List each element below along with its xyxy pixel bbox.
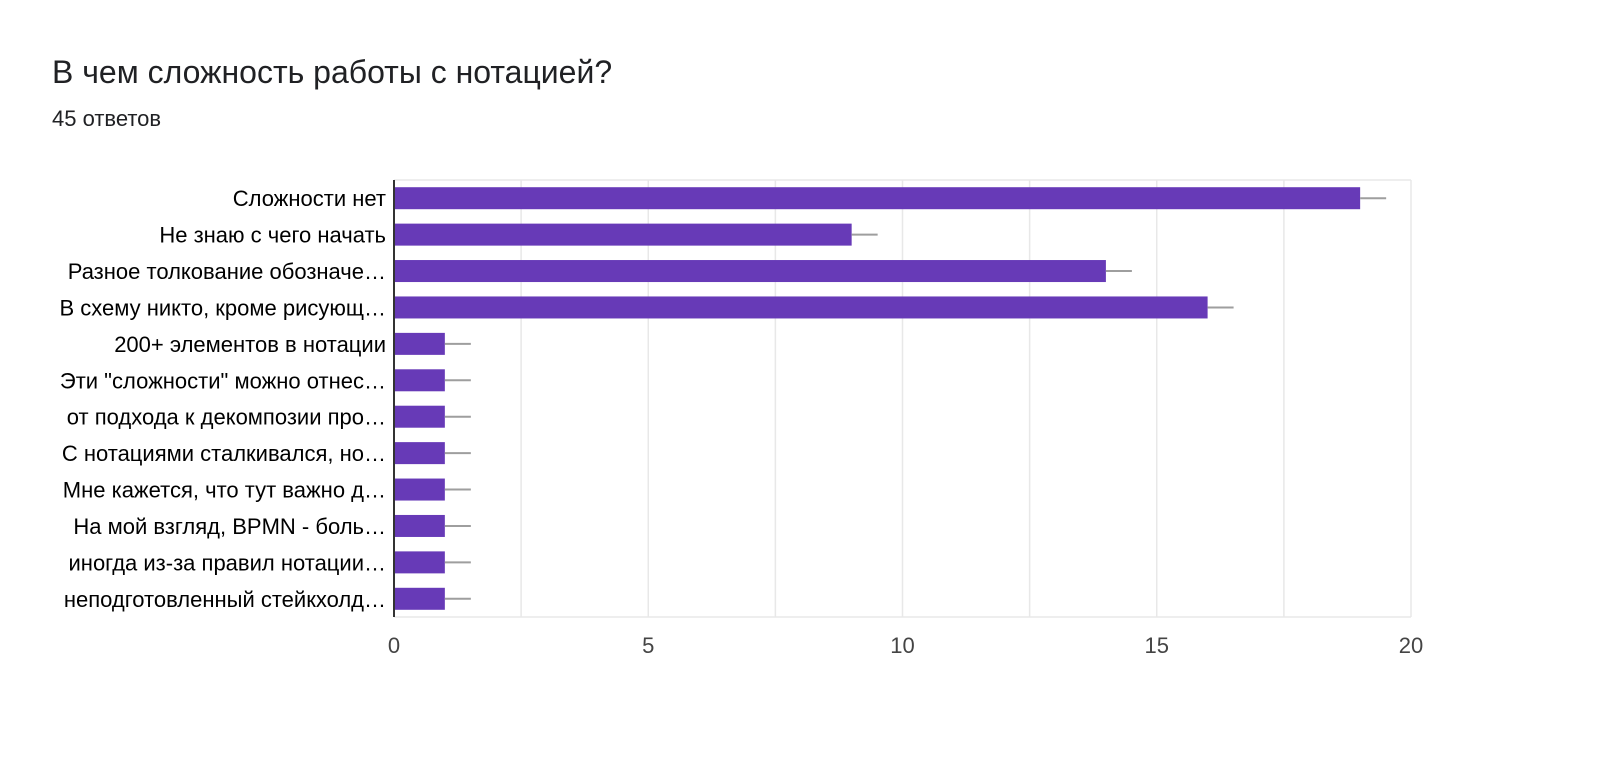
bar — [394, 296, 1208, 319]
bar — [394, 260, 1106, 283]
category-label: неподготовленный стейкхолд… — [64, 587, 386, 612]
category-label: Разное толкование обозначе… — [68, 259, 386, 284]
bar — [394, 369, 445, 392]
category-label: от подхода к декомпозии про… — [67, 405, 386, 430]
bar — [394, 478, 445, 501]
category-label: Эти "сложности" можно отнес… — [60, 368, 386, 393]
bar — [394, 587, 445, 610]
x-tick-label: 20 — [1399, 633, 1423, 658]
chart-title: В чем сложность работы с нотацией? — [52, 54, 613, 90]
x-tick-labels: 0 5 10 15 20 — [388, 633, 1423, 658]
category-label: На мой взгляд, BPMN - боль… — [73, 514, 386, 539]
bar — [394, 405, 445, 428]
x-tick-label: 0 — [388, 633, 400, 658]
bar — [394, 442, 445, 465]
category-label: Сложности нет — [233, 186, 386, 211]
category-label: С нотациями сталкивался, но… — [62, 441, 386, 466]
bar — [394, 332, 445, 355]
category-label: Мне кажется, что тут важно д… — [63, 478, 386, 503]
bar — [394, 514, 445, 537]
category-label: 200+ элементов в нотации — [114, 332, 386, 357]
bar — [394, 223, 852, 246]
bar — [394, 187, 1361, 210]
x-tick-label: 10 — [890, 633, 914, 658]
bars — [394, 187, 1361, 610]
bar — [394, 551, 445, 574]
response-count: 45 ответов — [52, 106, 162, 131]
category-label: иногда из-за правил нотации… — [69, 550, 387, 575]
gridlines — [394, 179, 1412, 618]
error-bars — [444, 197, 1387, 600]
category-label: В схему никто, кроме рисующ… — [59, 295, 386, 320]
category-labels: Сложности нет Не знаю с чего начать Разное… — [59, 186, 386, 612]
x-tick-label: 5 — [642, 633, 654, 658]
category-label: Не знаю с чего начать — [159, 223, 386, 248]
x-tick-label: 15 — [1145, 633, 1169, 658]
